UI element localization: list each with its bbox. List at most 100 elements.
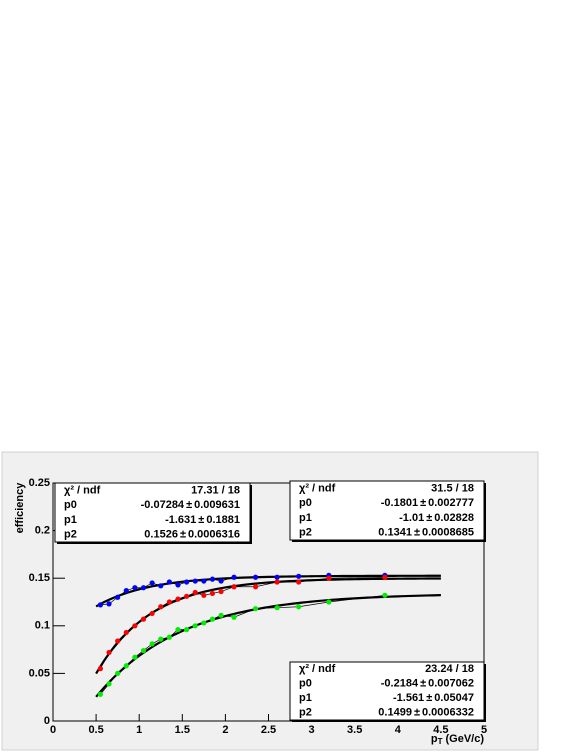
plus-minus: ± xyxy=(426,512,432,524)
param-value: -1.631 xyxy=(165,514,196,526)
x-tick-label: 0.5 xyxy=(88,724,103,736)
data-point xyxy=(192,589,198,596)
data-point xyxy=(201,592,207,598)
x-label-rest: (GeV/c) xyxy=(445,733,484,745)
data-point xyxy=(115,670,121,677)
y-axis-label: efficiency xyxy=(14,482,26,534)
data-point xyxy=(218,612,224,618)
param-error: 0.007062 xyxy=(428,678,474,690)
y-tick-label: 0.1 xyxy=(35,620,50,632)
data-point xyxy=(166,599,172,605)
data-point xyxy=(252,574,259,580)
data-point xyxy=(106,649,112,656)
data-point xyxy=(201,620,207,626)
data-point xyxy=(382,574,388,580)
param-error: 0.009631 xyxy=(194,499,240,511)
data-point xyxy=(149,580,155,586)
data-point xyxy=(97,602,104,608)
x-tick-label: 1 xyxy=(136,724,142,736)
param-name: p0 xyxy=(299,497,312,509)
x-tick-label: 1.5 xyxy=(175,724,190,736)
param-name: p0 xyxy=(299,678,312,690)
param-error: 0.1881 xyxy=(206,514,240,526)
param-name: p1 xyxy=(299,512,312,524)
data-point xyxy=(296,579,302,585)
data-point xyxy=(201,578,207,584)
data-point xyxy=(140,647,147,654)
param-value: 0.1526 xyxy=(144,529,178,541)
data-point xyxy=(274,605,280,611)
data-point xyxy=(382,592,388,598)
data-point xyxy=(209,590,216,597)
data-point xyxy=(209,616,216,622)
data-point xyxy=(218,578,224,584)
param-name: p2 xyxy=(299,527,312,539)
data-point xyxy=(132,623,138,629)
data-point xyxy=(132,654,138,660)
data-point xyxy=(274,574,280,580)
plus-minus: ± xyxy=(426,692,432,704)
x-tick-label: 2.5 xyxy=(261,724,276,736)
plus-minus: ± xyxy=(414,527,420,539)
y-tick-label: 0.15 xyxy=(29,572,50,584)
data-point xyxy=(184,593,190,599)
stats-box xyxy=(54,482,251,543)
stats-box xyxy=(289,661,485,721)
param-error: 0.0006316 xyxy=(188,529,240,541)
param-error: 0.02828 xyxy=(434,512,474,524)
data-point xyxy=(175,582,181,588)
param-value: -0.2184 xyxy=(381,678,419,690)
data-point xyxy=(296,604,302,610)
data-point xyxy=(184,627,190,633)
chi2-value: 17.31 / 18 xyxy=(191,484,240,496)
data-point xyxy=(274,579,280,585)
param-value: -1.561 xyxy=(393,692,424,704)
data-point xyxy=(132,585,138,591)
data-point xyxy=(97,666,104,672)
data-point xyxy=(209,576,216,582)
data-point xyxy=(123,663,129,669)
data-point xyxy=(115,594,121,600)
param-name: p1 xyxy=(299,692,312,704)
stats-box xyxy=(289,480,485,541)
data-point xyxy=(140,585,147,591)
x-tick-label: 4.5 xyxy=(433,724,448,736)
param-value: -0.07284 xyxy=(141,499,185,511)
data-point xyxy=(166,634,172,640)
data-point xyxy=(158,604,164,610)
x-tick-label: 0 xyxy=(50,724,56,736)
data-point xyxy=(231,584,237,590)
data-point xyxy=(175,596,181,602)
param-error: 0.0006332 xyxy=(422,707,474,719)
data-point xyxy=(175,627,181,633)
data-point xyxy=(231,614,237,620)
x-axis-label: pT (GeV/c) xyxy=(431,733,484,746)
data-point xyxy=(140,616,147,622)
data-point xyxy=(97,691,104,697)
param-name: p2 xyxy=(64,529,77,541)
plus-minus: ± xyxy=(180,529,186,541)
x-label-main: p xyxy=(431,733,438,745)
param-error: 0.05047 xyxy=(434,692,474,704)
data-point xyxy=(252,584,259,590)
data-point xyxy=(296,573,302,579)
x-label-sub: T xyxy=(438,737,443,746)
plus-minus: ± xyxy=(198,514,204,526)
x-tick-label: 3 xyxy=(309,724,315,736)
data-point xyxy=(123,629,129,636)
data-point xyxy=(326,575,332,581)
plus-minus: ± xyxy=(420,497,426,509)
data-point xyxy=(218,588,224,595)
param-error: 0.0008685 xyxy=(422,527,474,539)
param-value: 0.1341 xyxy=(378,527,412,539)
param-value: -1.01 xyxy=(399,512,424,524)
data-point xyxy=(158,583,164,589)
x-tick-label: 5 xyxy=(481,724,487,736)
data-point xyxy=(192,623,198,629)
data-point xyxy=(123,587,129,594)
data-point xyxy=(166,579,172,585)
plus-minus: ± xyxy=(420,678,426,690)
param-name: p1 xyxy=(64,514,77,526)
data-point xyxy=(106,601,112,607)
